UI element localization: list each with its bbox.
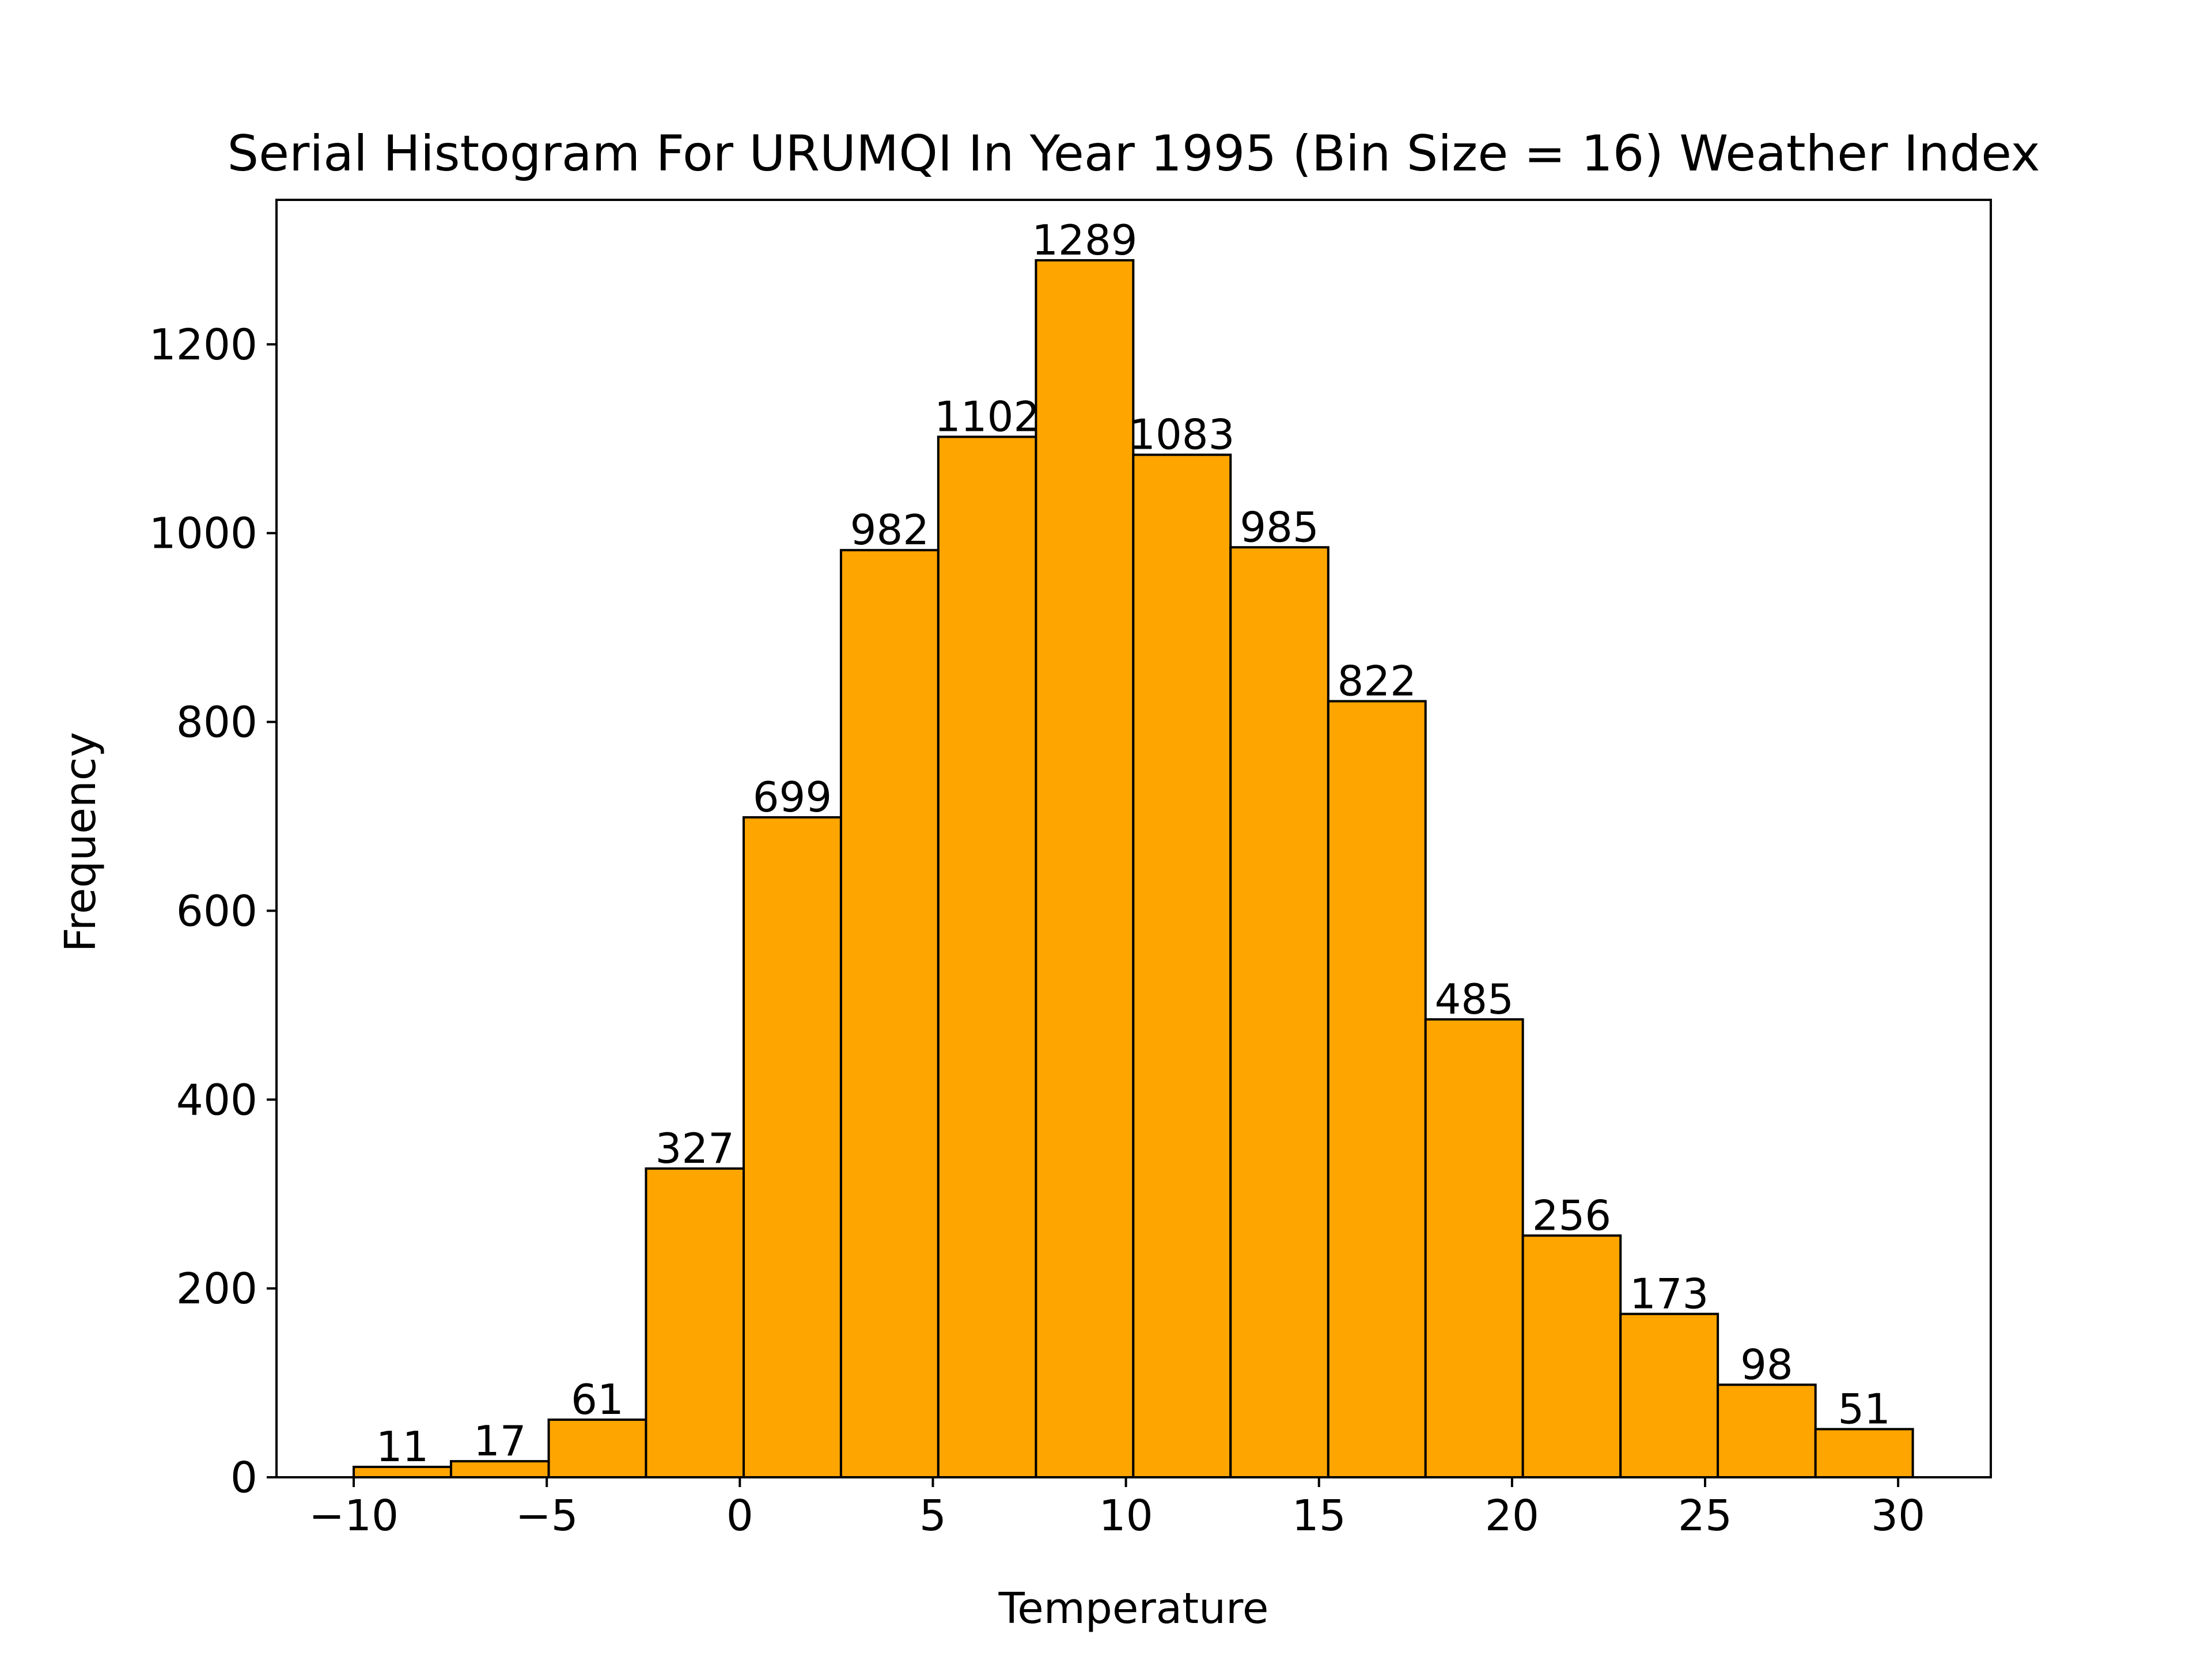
x-ticks-group: −10 −5 0 5 10 15 20 25 30: [309, 1477, 1925, 1541]
histogram-bar: [937, 435, 1037, 1478]
x-tick-label: −5: [516, 1491, 578, 1541]
x-axis-label: Temperature: [998, 1584, 1269, 1633]
histogram-bar: [1619, 1313, 1719, 1479]
histogram-bar: [1132, 453, 1232, 1478]
histogram-bar: [645, 1167, 745, 1479]
y-tick-label: 600: [176, 886, 257, 936]
y-tick-label: 1000: [149, 509, 257, 559]
y-axis-label: Frequency: [56, 732, 105, 952]
bar-value-label: 699: [753, 773, 832, 821]
y-tick-label: 200: [176, 1264, 257, 1314]
histogram-bar: [743, 816, 842, 1478]
histogram-bar: [1229, 546, 1330, 1478]
bar-value-label: 173: [1630, 1269, 1709, 1318]
histogram-bar: [547, 1419, 647, 1478]
x-tick-label: −10: [309, 1491, 399, 1541]
bar-value-label: 327: [656, 1124, 734, 1173]
histogram-bar: [839, 549, 940, 1478]
chart-title: Serial Histogram For URUMQI In Year 1995…: [228, 125, 2040, 183]
bar-value-label: 822: [1338, 657, 1416, 705]
y-ticks-group: 0 200 400 600 800 1000 1200: [149, 320, 276, 1503]
histogram-bar: [1521, 1234, 1622, 1478]
bar-value-label: 98: [1740, 1340, 1793, 1389]
bar-value-label: 1289: [1032, 216, 1137, 264]
x-tick-label: 20: [1485, 1491, 1539, 1541]
bar-value-label: 982: [850, 506, 929, 554]
bars-group: [353, 259, 1914, 1479]
y-tick-label: 0: [230, 1453, 257, 1503]
bar-value-label: 1083: [1129, 411, 1234, 459]
bar-value-label: 1102: [934, 392, 1040, 441]
histogram-bar: [1035, 259, 1135, 1478]
bar-value-label: 485: [1434, 975, 1513, 1023]
x-tick-label: 5: [919, 1491, 946, 1541]
x-tick-label: 10: [1099, 1491, 1153, 1541]
x-tick-label: 30: [1871, 1491, 1925, 1541]
bar-value-label: 61: [571, 1375, 624, 1424]
histogram-bar: [1424, 1018, 1524, 1478]
histogram-bar: [1327, 700, 1427, 1478]
bar-value-label: 11: [376, 1423, 429, 1471]
y-tick-label: 800: [176, 698, 257, 748]
x-tick-label: 25: [1678, 1491, 1732, 1541]
plot-frame: [275, 199, 1992, 1478]
y-tick-label: 400: [176, 1075, 257, 1125]
x-tick-label: 15: [1292, 1491, 1346, 1541]
bar-value-label: 256: [1532, 1191, 1611, 1239]
bar-value-label: 985: [1240, 503, 1319, 551]
y-tick-label: 1200: [149, 320, 257, 370]
x-tick-label: 0: [726, 1491, 753, 1541]
histogram-bar: [1814, 1428, 1914, 1479]
bar-value-label: 17: [474, 1417, 527, 1465]
histogram-bar: [1717, 1383, 1817, 1479]
bar-value-label: 51: [1838, 1385, 1891, 1433]
